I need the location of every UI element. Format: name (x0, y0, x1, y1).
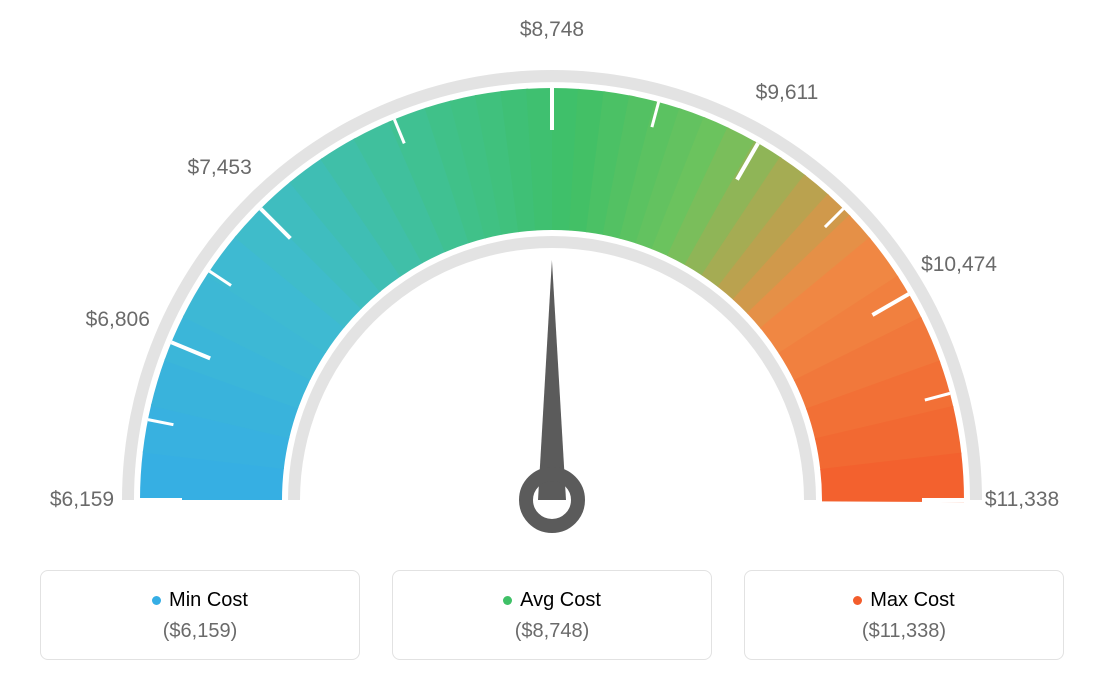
legend-title-label: Max Cost (870, 589, 954, 612)
gauge-tick-label: $10,474 (921, 253, 997, 277)
gauge-tick-label: $9,611 (756, 81, 819, 105)
legend-value-avg: ($8,748) (393, 620, 711, 643)
gauge-tick-label: $11,338 (985, 488, 1059, 512)
legend-box-avg: Avg Cost ($8,748) (392, 570, 712, 660)
legend-title-label: Avg Cost (520, 589, 601, 612)
gauge-tick-label: $6,806 (86, 308, 150, 332)
legend-value-max: ($11,338) (745, 620, 1063, 643)
gauge-area: $6,159 $6,806 $7,453 $8,748 $9,611 $10,474 $11… (0, 0, 1104, 560)
legend-title-label: Min Cost (169, 589, 248, 612)
legend-row: Min Cost ($6,159) Avg Cost ($8,748) Max … (0, 570, 1104, 660)
gauge-tick-label: $6,159 (50, 488, 114, 512)
gauge-tick-label: $8,748 (520, 18, 584, 42)
gauge-svg (0, 0, 1104, 560)
dot-icon (503, 596, 512, 605)
gauge-needle (538, 260, 566, 500)
legend-title-avg: Avg Cost (503, 589, 601, 612)
gauge-tick-label: $7,453 (188, 156, 252, 180)
dot-icon (152, 596, 161, 605)
legend-box-min: Min Cost ($6,159) (40, 570, 360, 660)
cost-gauge-chart: $6,159 $6,806 $7,453 $8,748 $9,611 $10,474 $11… (0, 0, 1104, 690)
dot-icon (853, 596, 862, 605)
legend-title-max: Max Cost (853, 589, 954, 612)
legend-title-min: Min Cost (152, 589, 248, 612)
legend-box-max: Max Cost ($11,338) (744, 570, 1064, 660)
legend-value-min: ($6,159) (41, 620, 359, 643)
